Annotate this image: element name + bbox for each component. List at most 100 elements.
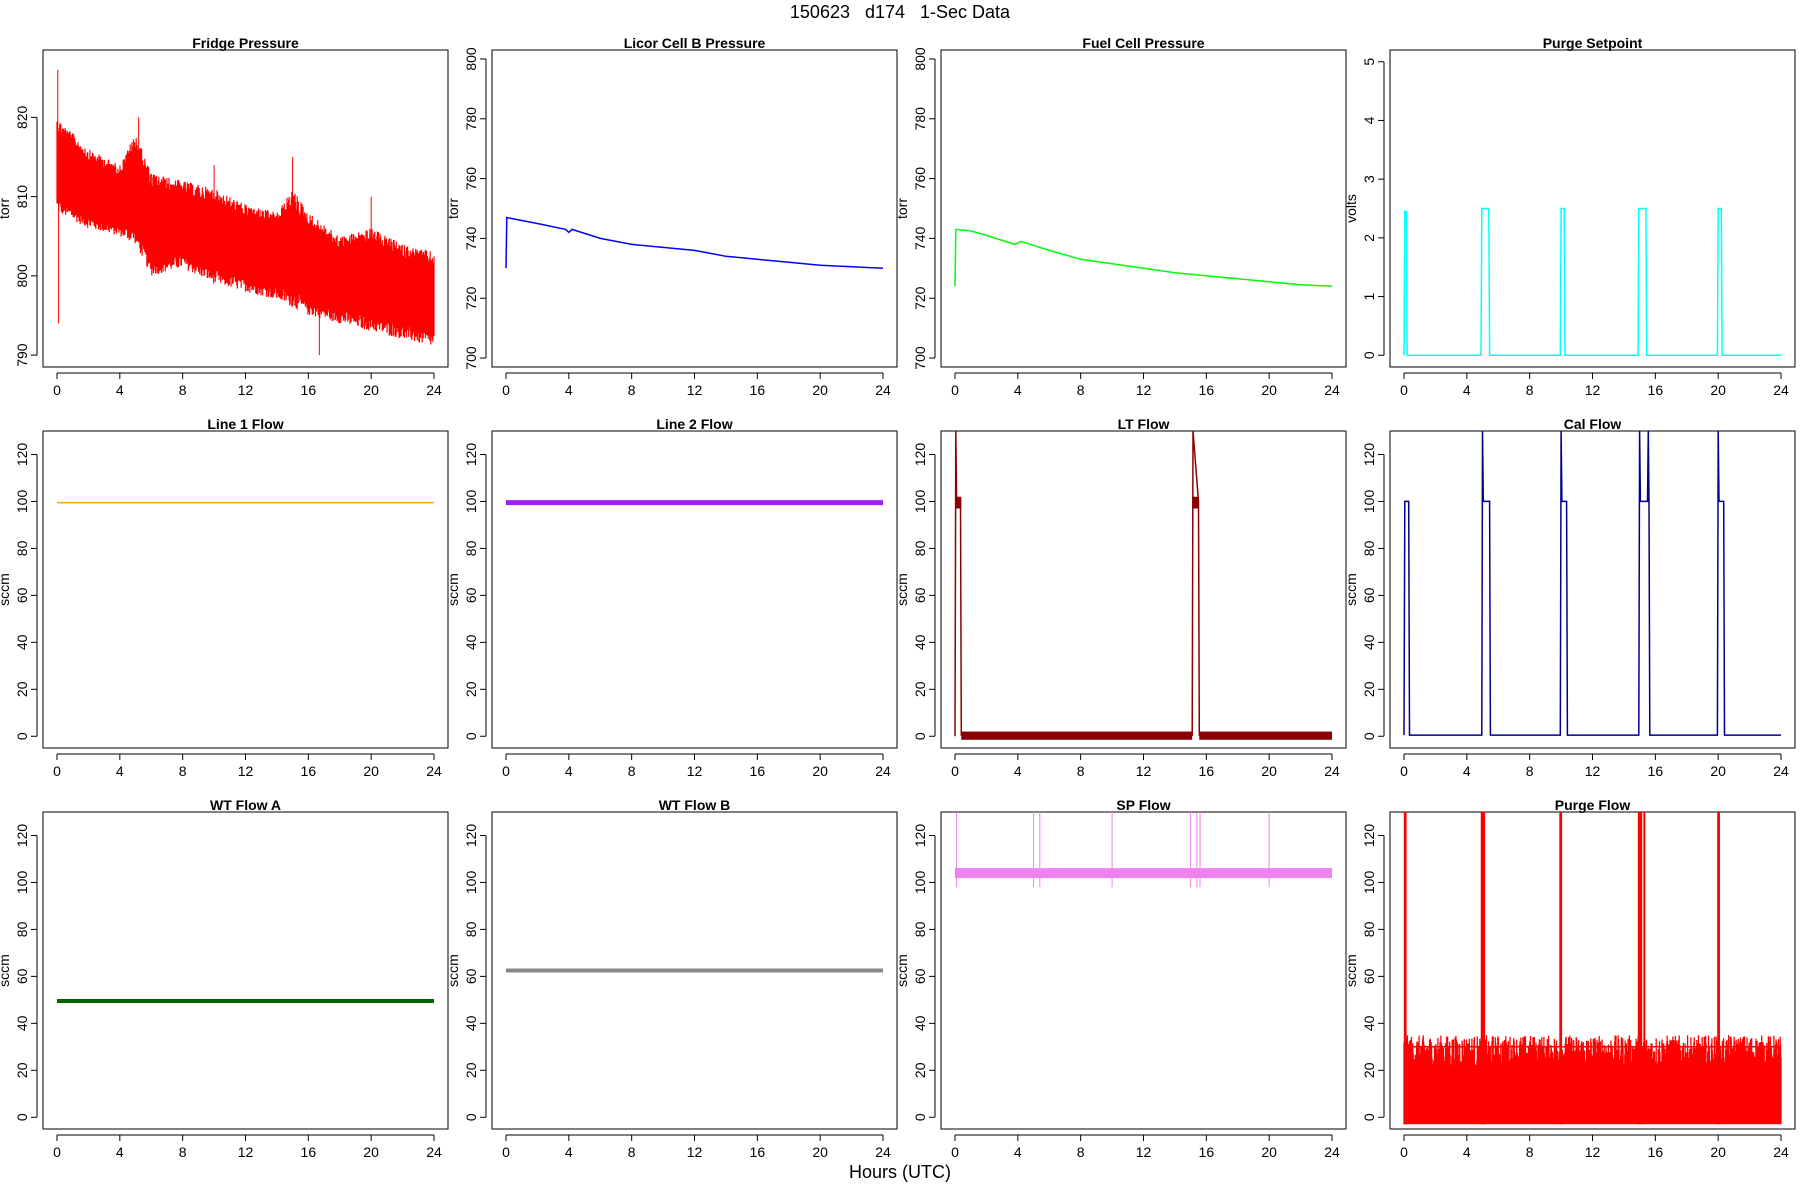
data-layer [1403,431,1781,736]
x-tick-label: 24 [426,1144,442,1160]
chart-title: Purge Flow [1555,797,1631,813]
y-tick-label: 0 [912,732,928,740]
x-tick-label: 20 [1261,382,1277,398]
y-tick-label: 80 [14,921,30,937]
x-tick-label: 8 [1526,763,1534,779]
y-axis-label: sccm [894,954,910,987]
chart-panel: Fuel Cell Pressure torr 0 4 8 12 16 20 24 700 720 7… [894,35,1347,398]
x-tick-label: 4 [116,382,124,398]
series-line [1403,207,1781,357]
x-tick-label: 4 [565,1144,573,1160]
data-layer [505,216,884,270]
chart-panel: WT Flow B sccm 0 4 8 12 16 20 24 0 20 40 60 80 100 120 [445,797,898,1160]
chart-title: Cal Flow [1564,416,1622,432]
x-tick-label: 20 [1261,763,1277,779]
chart-title: SP Flow [1116,797,1170,813]
y-tick-label: 40 [14,1015,30,1031]
x-tick-label: 0 [53,763,61,779]
x-tick-label: 16 [301,763,317,779]
plot-frame [491,430,898,749]
x-tick-label: 24 [426,382,442,398]
y-tick-label: 100 [1361,490,1377,514]
y-axis-label: volts [1343,194,1359,223]
x-tick-label: 12 [1136,763,1152,779]
x-tick-label: 20 [1710,382,1726,398]
y-tick-label: 40 [14,634,30,650]
data-layer [56,69,435,356]
x-tick-label: 0 [502,1144,510,1160]
y-tick-label: 120 [1361,443,1377,467]
x-tick-label: 12 [238,382,254,398]
plot-frame [1389,49,1796,368]
x-tick-label: 0 [502,382,510,398]
y-tick-label: 0 [912,1113,928,1121]
x-tick-label: 0 [53,1144,61,1160]
y-tick-label: 0 [463,1113,479,1121]
chart-panel: Fridge Pressure torr 0 4 8 12 16 20 24 790 800 810 8… [0,35,449,398]
y-tick-label: 80 [912,540,928,556]
y-tick-label: 820 [14,105,30,129]
y-axis-label: sccm [1343,573,1359,606]
x-tick-label: 4 [116,1144,124,1160]
x-tick-label: 24 [426,763,442,779]
x-tick-label: 12 [687,763,703,779]
plot-frame [491,49,898,368]
x-tick-label: 12 [1136,1144,1152,1160]
series-band [56,121,435,345]
y-tick-label: 80 [1361,921,1377,937]
x-axis-title: Hours (UTC) [849,1162,951,1182]
x-tick-label: 24 [875,763,891,779]
y-tick-label: 800 [463,47,479,71]
y-tick-label: 60 [14,968,30,984]
x-tick-label: 8 [179,382,187,398]
x-tick-label: 8 [628,763,636,779]
x-tick-label: 8 [1077,382,1085,398]
y-tick-label: 720 [912,286,928,310]
y-tick-label: 1 [1361,292,1377,300]
x-tick-label: 12 [1585,763,1601,779]
y-tick-label: 20 [463,1062,479,1078]
chart-title: WT Flow A [210,797,281,813]
x-tick-label: 16 [750,763,766,779]
block-high [955,496,962,509]
y-tick-label: 60 [1361,587,1377,603]
y-tick-label: 20 [14,681,30,697]
x-tick-label: 0 [951,382,959,398]
y-tick-label: 120 [14,824,30,848]
y-tick-label: 40 [1361,634,1377,650]
series-line [954,431,1332,737]
y-tick-label: 740 [463,227,479,251]
x-tick-label: 24 [1324,763,1340,779]
plot-frame [42,49,449,368]
y-tick-label: 60 [14,587,30,603]
x-tick-label: 0 [1400,382,1408,398]
y-tick-label: 80 [463,921,479,937]
chart-panel: WT Flow A sccm 0 4 8 12 16 20 24 0 20 40 60 80 100 120 [0,797,449,1160]
plot-frame [42,430,449,749]
y-tick-label: 40 [912,1015,928,1031]
x-tick-label: 24 [875,1144,891,1160]
y-tick-label: 760 [912,167,928,191]
x-tick-label: 24 [875,382,891,398]
y-axis-label: sccm [894,573,910,606]
y-tick-label: 40 [463,1015,479,1031]
y-tick-label: 80 [14,540,30,556]
y-axis-label: torr [0,198,12,219]
y-tick-label: 120 [14,443,30,467]
y-tick-label: 780 [912,107,928,131]
y-tick-label: 120 [912,824,928,848]
x-tick-label: 20 [363,1144,379,1160]
y-axis-label: sccm [0,954,12,987]
chart-title: Purge Setpoint [1543,35,1643,51]
y-tick-label: 800 [912,47,928,71]
y-tick-label: 60 [912,587,928,603]
x-tick-label: 0 [1400,763,1408,779]
block-high [1192,496,1199,509]
y-tick-label: 0 [1361,1113,1377,1121]
chart-title: Licor Cell B Pressure [624,35,766,51]
block-baseline [961,731,1193,740]
y-tick-label: 60 [463,587,479,603]
x-tick-label: 12 [238,763,254,779]
